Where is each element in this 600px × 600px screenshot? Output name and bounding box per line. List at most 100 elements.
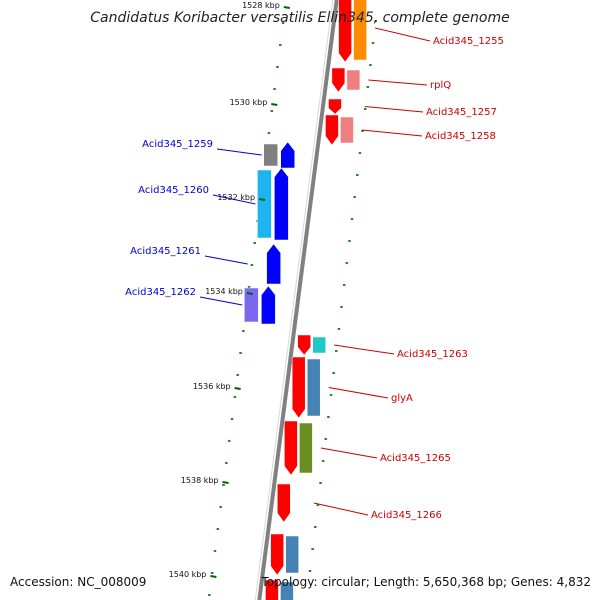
gene-label: Acid345_1265 — [380, 453, 451, 464]
gene-labels: Acid345_1255 rplQ Acid345_1257 Acid345_1258… — [125, 27, 504, 521]
accession-text: Accession: NC_008009 — [10, 575, 147, 589]
label-connector — [313, 502, 369, 516]
scale-tick — [258, 198, 266, 201]
topology-text: Topology: circular; Length: 5,650,368 bp… — [261, 575, 591, 589]
label-connector — [368, 79, 428, 86]
forward-gene-arrow — [297, 334, 311, 356]
gc-dot — [361, 130, 364, 132]
gc-dot — [316, 504, 320, 506]
gene-label: rplQ — [430, 80, 451, 91]
gc-dot — [324, 438, 328, 440]
forward-gene-arrow — [270, 533, 284, 576]
forward-gene-arrow — [328, 98, 342, 115]
reverse-gene-arrow — [266, 243, 281, 285]
scale-tick — [246, 292, 254, 295]
forward-gene-arrow — [331, 67, 346, 93]
scale-tick — [271, 103, 278, 106]
scale-label: 1534 kbp — [205, 287, 243, 296]
gc-dot — [332, 372, 335, 374]
gc-dot — [366, 86, 370, 88]
forward-gene-arrow — [277, 483, 291, 523]
gene-label: Acid345_1260 — [138, 185, 209, 196]
gc-dot — [337, 328, 341, 330]
forward-gene-cog — [306, 358, 321, 417]
forward-gene-arrow — [291, 356, 306, 419]
gene-label: Acid345_1263 — [397, 349, 468, 360]
reverse-gene-cog — [257, 169, 272, 239]
forward-gene-cog — [353, 0, 367, 61]
gc-dot — [236, 374, 239, 376]
gc-dot — [208, 594, 211, 596]
label-connector — [199, 296, 243, 306]
gc-dot — [327, 416, 330, 418]
gc-dot — [247, 286, 251, 288]
scale-label: 1528 kbp — [242, 1, 280, 10]
gene-label: Acid345_1258 — [425, 131, 496, 142]
gc-dot — [267, 132, 271, 134]
gc-dot — [216, 528, 220, 530]
gc-dot — [321, 460, 325, 462]
gc-dot — [350, 218, 354, 220]
scale-tick — [283, 6, 290, 9]
scale-tick — [234, 387, 241, 390]
gc-dot — [319, 482, 322, 484]
label-connector — [328, 387, 389, 399]
gc-dot — [342, 284, 346, 286]
gc-dot — [253, 242, 256, 244]
gc-dot — [363, 108, 367, 110]
gc-dot — [369, 64, 372, 66]
gc-dot — [348, 240, 351, 242]
scale-tick — [222, 481, 229, 484]
gc-dot — [219, 506, 222, 508]
gc-dot — [222, 484, 225, 486]
forward-gene-arrow — [325, 114, 339, 146]
gene-label: Acid345_1266 — [371, 510, 442, 521]
gene-label: glyA — [391, 393, 413, 404]
forward-gene-cog — [299, 422, 313, 474]
forward-gene-cog — [312, 336, 326, 354]
gc-dot — [335, 350, 338, 352]
gc-dot — [239, 352, 242, 354]
gc-dot — [250, 264, 254, 266]
gc-dot — [374, 20, 377, 22]
gc-dot — [308, 570, 312, 572]
gc-dot — [329, 394, 333, 396]
scale-ticks: 1528 kbp 1530 kbp 1532 kbp 1534 kbp 1536 kbp… — [169, 1, 290, 579]
gc-dot — [356, 174, 359, 176]
gc-dot — [340, 306, 343, 308]
scale-label: 1530 kbp — [230, 98, 268, 107]
gc-dot — [270, 110, 274, 112]
label-connector — [212, 194, 256, 205]
reverse-gene-arrow — [280, 141, 295, 169]
scale-label: 1538 kbp — [181, 476, 219, 485]
gc-dot — [242, 330, 245, 332]
gc-dot — [213, 550, 217, 552]
label-connector — [374, 27, 431, 42]
backbone-shadow — [254, 0, 334, 600]
gc-dot — [230, 418, 234, 420]
gc-dot — [345, 262, 349, 264]
gene-label: Acid345_1259 — [142, 139, 213, 150]
gene-label: Acid345_1255 — [433, 36, 504, 47]
reverse-gene-cog — [263, 143, 278, 167]
scale-tick — [210, 575, 217, 578]
scale-label: 1540 kbp — [169, 570, 207, 579]
scale-label: 1532 kbp — [217, 193, 255, 202]
forward-gene-arrow — [338, 0, 352, 63]
forward-gene-cog — [346, 69, 361, 91]
gene-label: Acid345_1262 — [125, 287, 196, 298]
forward-gene-cog — [280, 581, 294, 600]
gc-dot — [279, 44, 282, 46]
backbone-line — [257, 0, 339, 600]
gc-dot — [225, 462, 228, 464]
gc-dot — [353, 196, 356, 198]
label-connector — [320, 447, 378, 459]
label-connector — [334, 344, 395, 355]
gc-dot — [273, 88, 276, 90]
label-connector — [364, 106, 424, 113]
genome-backbone — [254, 0, 339, 600]
gc-dot — [210, 572, 214, 574]
gene-label: Acid345_1261 — [130, 246, 201, 257]
reverse-gene-cog — [244, 287, 259, 323]
